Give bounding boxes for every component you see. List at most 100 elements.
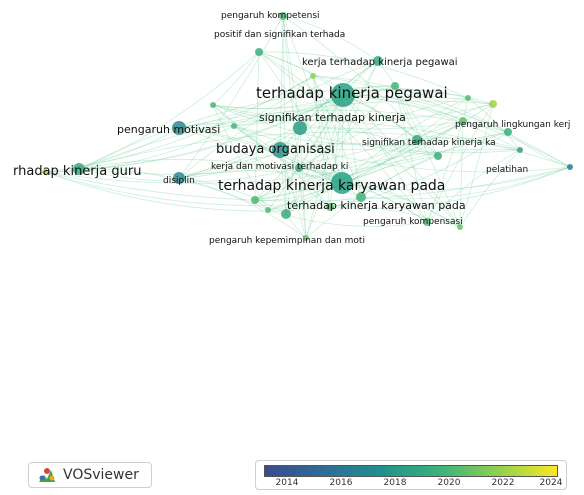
keyword-node[interactable] (331, 83, 355, 107)
network-link (78, 120, 464, 175)
network-link (341, 120, 464, 184)
network-link (426, 103, 494, 223)
keyword-node[interactable] (434, 152, 442, 160)
network-link (254, 85, 396, 201)
keyword-node[interactable] (504, 128, 512, 136)
keyword-node[interactable] (567, 164, 573, 170)
keyword-label[interactable]: signifikan terhadap kinerja (259, 111, 406, 124)
network-link (178, 177, 287, 215)
keyword-label[interactable]: pengaruh kepemimpinan dan moti (209, 236, 365, 246)
keyword-label[interactable]: pengaruh kompensasi (363, 217, 463, 227)
keyword-node[interactable] (423, 218, 431, 226)
network-link (467, 97, 521, 151)
network-link (44, 125, 235, 173)
keyword-node[interactable] (303, 235, 309, 241)
keyword-node[interactable] (73, 163, 85, 175)
network-link (44, 166, 571, 202)
network-link (178, 15, 284, 179)
year-ticks: 2014 2016 2018 2020 2022 2024 (264, 478, 563, 490)
network-link (377, 60, 439, 157)
keyword-label[interactable]: terhadap kinerja pegawai (256, 84, 448, 102)
network-link (342, 94, 571, 168)
network-link (305, 94, 344, 239)
keyword-label[interactable]: positif dan signifikan terhada (214, 30, 345, 40)
keyword-node[interactable] (255, 48, 263, 56)
keyword-node[interactable] (356, 192, 366, 202)
network-link (78, 51, 260, 170)
network-link (298, 167, 428, 223)
network-link (212, 94, 344, 109)
keyword-node[interactable] (331, 172, 353, 194)
network-nodes (42, 12, 573, 241)
keyword-node[interactable] (373, 56, 383, 66)
keyword-label[interactable]: kerja dan motivasi terhadap ki (211, 162, 348, 172)
keyword-label[interactable]: pengaruh lingkungan kerj (455, 120, 570, 130)
keyword-node[interactable] (326, 203, 334, 211)
network-link (329, 166, 571, 209)
keyword-node[interactable] (459, 117, 467, 125)
keyword-node[interactable] (279, 12, 287, 20)
keyword-node[interactable] (489, 100, 497, 108)
network-link (212, 103, 494, 122)
network-link (254, 94, 344, 201)
network-link (212, 104, 464, 130)
keyword-label[interactable]: signifikan terhadap kinerja ka (362, 138, 496, 148)
keyword-node[interactable] (391, 82, 399, 90)
keyword-label[interactable]: pengaruh kompetensi (221, 11, 320, 21)
network-link (459, 149, 521, 228)
keyword-node[interactable] (210, 102, 216, 108)
keyword-node[interactable] (517, 147, 523, 153)
keyword-label[interactable]: terhadap kinerja karyawan pada (287, 199, 466, 212)
keyword-label[interactable]: kerja terhadap kinerja pegawai (302, 57, 458, 68)
keyword-node[interactable] (42, 169, 48, 175)
keyword-node[interactable] (251, 196, 259, 204)
keyword-node[interactable] (412, 135, 422, 145)
network-link (254, 51, 260, 201)
network-link (212, 51, 260, 106)
network-link (258, 51, 343, 184)
keyword-label[interactable]: rhadap kinerja guru (13, 164, 141, 179)
network-link (78, 85, 396, 170)
keyword-node[interactable] (295, 164, 303, 172)
keyword-network-map[interactable]: pengaruh kompetensi positif dan signifik… (0, 0, 584, 440)
network-link (178, 94, 344, 179)
network-link (178, 149, 281, 179)
keyword-node[interactable] (281, 209, 291, 219)
network-link (267, 97, 469, 211)
network-link (312, 75, 343, 184)
keyword-label[interactable]: disiplin (163, 176, 195, 186)
keyword-node[interactable] (272, 142, 288, 158)
year-tick: 2014 (275, 478, 299, 488)
network-link (285, 155, 439, 215)
network-link (258, 51, 461, 228)
keyword-label[interactable]: pelatihan (486, 165, 528, 175)
keyword-node[interactable] (231, 123, 237, 129)
network-link (282, 15, 287, 215)
network-link (254, 120, 464, 201)
network-link (342, 94, 461, 228)
network-link (178, 177, 307, 239)
network-link (342, 94, 464, 122)
keyword-label[interactable]: pengaruh motivasi (117, 123, 220, 136)
vosviewer-logo-icon (39, 468, 55, 482)
keyword-label[interactable]: budaya organisasi (216, 142, 335, 157)
network-link (282, 15, 379, 62)
keyword-node[interactable] (310, 73, 316, 79)
keyword-node[interactable] (173, 172, 185, 184)
network-link (279, 60, 379, 151)
network-link (299, 127, 439, 157)
network-link (312, 75, 509, 133)
keyword-node[interactable] (265, 207, 271, 213)
keyword-node[interactable] (465, 95, 471, 101)
network-link (342, 89, 494, 105)
keyword-node[interactable] (293, 121, 307, 135)
keyword-node[interactable] (457, 224, 463, 230)
keyword-node[interactable] (172, 121, 186, 135)
network-link (342, 88, 469, 99)
network-link (312, 75, 362, 198)
network-link (394, 85, 469, 99)
network-link (254, 148, 521, 201)
network-link (459, 103, 494, 228)
keyword-label[interactable]: terhadap kinerja karyawan pada (218, 178, 445, 194)
network-link (426, 120, 464, 223)
